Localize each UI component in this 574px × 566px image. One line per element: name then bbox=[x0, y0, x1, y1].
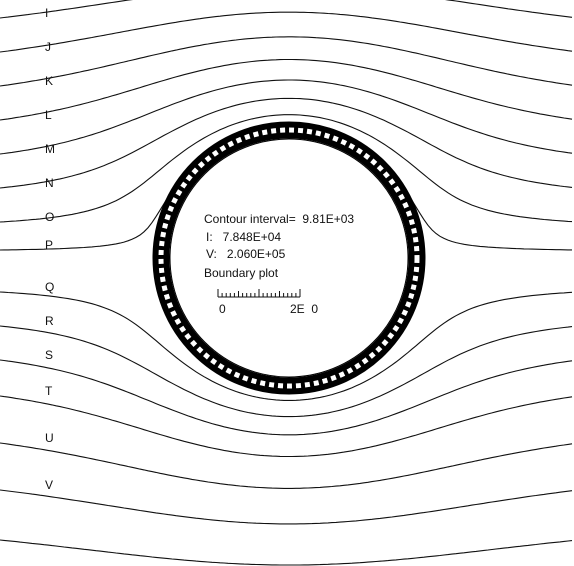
boundary-pattern bbox=[158, 127, 420, 389]
line-label: T bbox=[45, 384, 53, 398]
streamline bbox=[0, 442, 573, 489]
streamline bbox=[0, 58, 573, 121]
boundary-inner bbox=[169, 138, 409, 378]
streamline bbox=[0, 97, 573, 189]
streamline bbox=[0, 36, 573, 87]
line-label: U bbox=[45, 431, 54, 445]
line-label: V bbox=[45, 478, 53, 492]
streamline bbox=[0, 11, 573, 53]
line-label: S bbox=[45, 348, 53, 362]
line-label: L bbox=[45, 108, 52, 122]
line-label: R bbox=[45, 314, 54, 328]
scale-start: 0 bbox=[219, 302, 226, 316]
line-label: K bbox=[45, 74, 53, 88]
line-label: Q bbox=[45, 280, 54, 294]
contour-interval: Contour interval= 9.81E+03 bbox=[204, 212, 354, 226]
scale-bar bbox=[217, 289, 301, 298]
scale-end: 2E 0 bbox=[290, 302, 318, 316]
streamline bbox=[0, 395, 573, 458]
streamline bbox=[0, 325, 573, 418]
line-label: M bbox=[45, 142, 55, 156]
line-label: I bbox=[45, 6, 48, 20]
line-label: O bbox=[45, 210, 54, 224]
streamline bbox=[0, 114, 573, 223]
streamline bbox=[0, 539, 573, 566]
line-label: P bbox=[45, 238, 53, 252]
streamline bbox=[0, 0, 573, 19]
streamline bbox=[0, 79, 573, 155]
line-labels: I J K L M N OP Q R S T U V bbox=[45, 6, 55, 492]
v-value: V: 2.060E+05 bbox=[206, 247, 286, 261]
line-label: J bbox=[45, 40, 51, 54]
line-label: N bbox=[45, 176, 54, 190]
plot-kind: Boundary plot bbox=[204, 266, 279, 280]
i-value: I: 7.848E+04 bbox=[206, 230, 281, 244]
streamline bbox=[0, 489, 573, 525]
streamline bbox=[0, 291, 573, 401]
streamline bbox=[0, 359, 573, 436]
